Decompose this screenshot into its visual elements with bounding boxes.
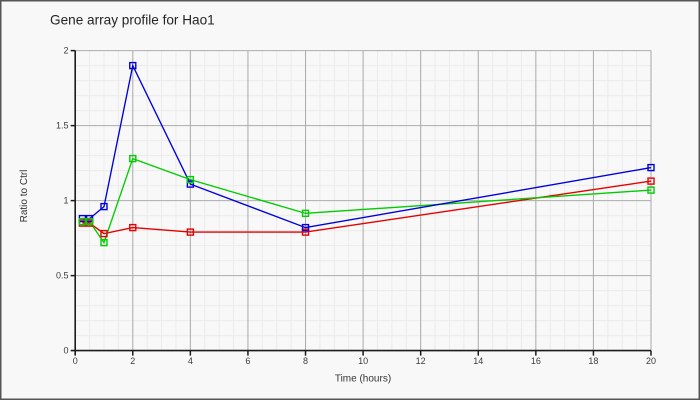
svg-text:Gene array profile for Hao1: Gene array profile for Hao1	[50, 13, 215, 28]
svg-text:2: 2	[130, 356, 135, 366]
svg-text:4: 4	[188, 356, 193, 366]
svg-text:10: 10	[358, 356, 368, 366]
svg-text:1: 1	[63, 195, 68, 205]
svg-text:Time (hours): Time (hours)	[335, 374, 391, 385]
svg-text:14: 14	[473, 356, 483, 366]
svg-text:2: 2	[63, 45, 68, 55]
svg-text:Ratio to Ctrl: Ratio to Ctrl	[19, 170, 30, 223]
svg-text:20: 20	[646, 356, 656, 366]
svg-text:0: 0	[63, 345, 68, 355]
svg-text:16: 16	[531, 356, 541, 366]
svg-text:1.5: 1.5	[56, 120, 69, 130]
svg-text:0.5: 0.5	[56, 270, 69, 280]
svg-text:0: 0	[73, 356, 78, 366]
svg-text:18: 18	[588, 356, 598, 366]
svg-text:6: 6	[245, 356, 250, 366]
svg-text:12: 12	[416, 356, 426, 366]
svg-text:8: 8	[303, 356, 308, 366]
